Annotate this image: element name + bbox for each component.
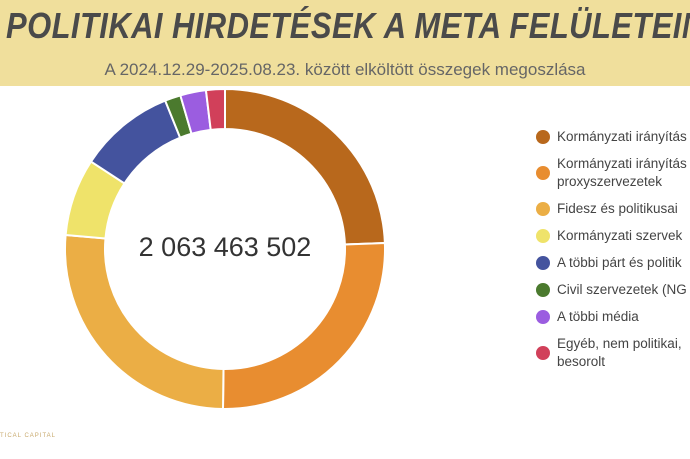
- legend-item: A többi párt és politik: [536, 254, 690, 272]
- legend-label: Civil szervezetek (NG: [557, 282, 687, 297]
- logo: TICAL CAPITAL: [0, 433, 57, 439]
- legend-swatch: [536, 130, 550, 144]
- donut-slice: [89, 99, 182, 185]
- legend-swatch: [536, 256, 550, 270]
- legend-item: Kormányzati irányítás: [536, 128, 690, 146]
- donut-chart: [64, 87, 386, 411]
- legend-label: Egyéb, nem politikai, besorolt: [557, 336, 682, 369]
- legend-item: Egyéb, nem politikai, besorolt: [536, 335, 690, 371]
- legend-swatch: [536, 346, 550, 360]
- legend-item: Civil szervezetek (NG: [536, 281, 690, 299]
- donut-slice: [224, 87, 386, 246]
- legend-swatch: [536, 310, 550, 324]
- chart-title: POLITIKAI HIRDETÉSEK A META FELÜLETEIN: [6, 5, 690, 46]
- legend-swatch: [536, 229, 550, 243]
- donut-slice: [221, 241, 386, 410]
- legend-item: Fidesz és politikusai: [536, 200, 690, 218]
- legend-label: Kormányzati szervek: [557, 228, 683, 243]
- legend-label: Kormányzati irányítás proxyszervezetek: [557, 156, 687, 189]
- legend-item: A többi média: [536, 308, 690, 326]
- donut-slice: [204, 87, 226, 131]
- header-banner: POLITIKAI HIRDETÉSEK A META FELÜLETEIN A…: [0, 0, 690, 86]
- legend-item: Kormányzati szervek: [536, 227, 690, 245]
- legend-swatch: [536, 283, 550, 297]
- legend-swatch: [536, 202, 550, 216]
- legend: Kormányzati irányítás Kormányzati irányít…: [536, 128, 690, 380]
- legend-swatch: [536, 166, 550, 180]
- legend-label: A többi média: [557, 309, 639, 324]
- legend-item: Kormányzati irányítás proxyszervezetek: [536, 155, 690, 191]
- legend-label: A többi párt és politik: [557, 255, 682, 270]
- center-total: 2 063 463 502: [138, 232, 312, 262]
- legend-label: Kormányzati irányítás: [557, 129, 687, 144]
- chart-subtitle: A 2024.12.29-2025.08.23. között elköltöt…: [104, 60, 586, 79]
- legend-label: Fidesz és politikusai: [557, 201, 678, 216]
